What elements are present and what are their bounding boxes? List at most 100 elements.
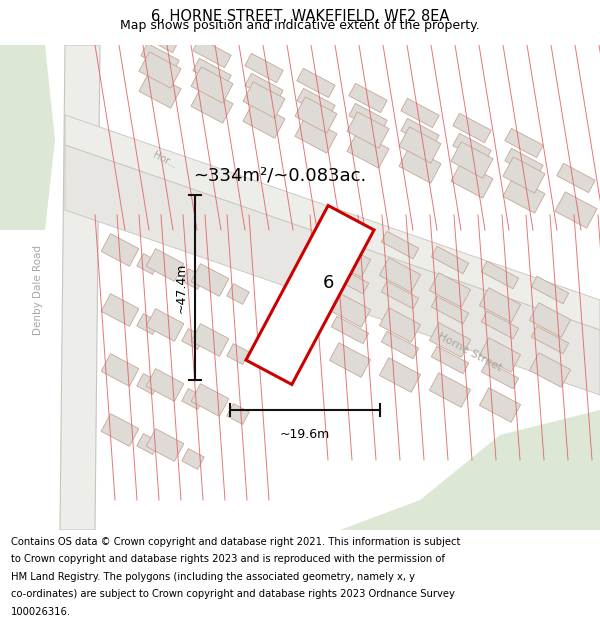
Polygon shape [381,281,419,309]
Polygon shape [139,52,181,88]
Polygon shape [430,322,470,357]
Polygon shape [479,338,521,372]
Polygon shape [430,372,470,408]
Polygon shape [60,45,100,530]
Polygon shape [401,98,439,128]
Polygon shape [182,389,204,409]
Polygon shape [101,354,139,386]
Polygon shape [243,82,285,118]
Polygon shape [245,53,283,82]
Polygon shape [349,103,387,132]
Polygon shape [193,58,231,88]
Polygon shape [505,128,543,158]
Polygon shape [379,308,421,342]
Text: Contains OS data © Crown copyright and database right 2021. This information is : Contains OS data © Crown copyright and d… [11,537,460,547]
Text: 6, HORNE STREET, WAKEFIELD, WF2 8EA: 6, HORNE STREET, WAKEFIELD, WF2 8EA [151,9,449,24]
Polygon shape [529,352,571,388]
Text: ~334m²/~0.083ac.: ~334m²/~0.083ac. [193,166,367,184]
Text: ~47.4m: ~47.4m [175,262,187,312]
Text: Hor...: Hor... [151,149,179,171]
Polygon shape [137,374,159,394]
Polygon shape [191,87,233,123]
Polygon shape [329,292,371,328]
Polygon shape [227,404,249,424]
Polygon shape [141,23,179,52]
Polygon shape [451,162,493,198]
Polygon shape [431,346,469,374]
Text: to Crown copyright and database rights 2023 and is reproduced with the permissio: to Crown copyright and database rights 2… [11,554,445,564]
Polygon shape [0,45,55,230]
Polygon shape [379,357,421,392]
Polygon shape [146,429,184,461]
Polygon shape [191,264,229,296]
Polygon shape [141,43,179,72]
Polygon shape [531,276,569,304]
Polygon shape [329,242,371,278]
Polygon shape [431,246,469,274]
Polygon shape [529,302,571,338]
Polygon shape [139,72,181,108]
Polygon shape [481,361,519,389]
Polygon shape [381,231,419,259]
Polygon shape [191,324,229,356]
Text: Denby Dale Road: Denby Dale Road [33,245,43,335]
Text: Map shows position and indicative extent of the property.: Map shows position and indicative extent… [120,19,480,32]
Polygon shape [227,344,249,364]
Text: 6: 6 [322,274,334,292]
Polygon shape [479,288,521,322]
Polygon shape [349,83,387,112]
Polygon shape [531,326,569,354]
Text: ~19.6m: ~19.6m [280,428,330,441]
Polygon shape [453,113,491,142]
Polygon shape [137,254,159,274]
Polygon shape [431,296,469,324]
Polygon shape [401,118,439,148]
Polygon shape [481,311,519,339]
Polygon shape [347,112,389,148]
Polygon shape [245,73,283,102]
Polygon shape [430,272,470,308]
Polygon shape [503,157,545,193]
Polygon shape [331,216,369,244]
Polygon shape [399,147,441,183]
Polygon shape [340,410,600,530]
Polygon shape [137,434,159,454]
Polygon shape [381,331,419,359]
Polygon shape [191,67,233,103]
Polygon shape [331,266,369,294]
Polygon shape [101,414,139,446]
Polygon shape [182,329,204,349]
Polygon shape [246,206,374,384]
Polygon shape [329,342,371,377]
Polygon shape [453,133,491,162]
Polygon shape [101,294,139,326]
Text: HM Land Registry. The polygons (including the associated geometry, namely x, y: HM Land Registry. The polygons (includin… [11,572,415,582]
Polygon shape [193,38,231,68]
Polygon shape [137,314,159,334]
Polygon shape [146,249,184,281]
Polygon shape [297,88,335,118]
Polygon shape [227,284,249,304]
Polygon shape [182,449,204,469]
Polygon shape [146,369,184,401]
Polygon shape [331,316,369,344]
Polygon shape [65,145,600,395]
Polygon shape [191,384,229,416]
Polygon shape [295,97,337,133]
Polygon shape [146,309,184,341]
Polygon shape [379,258,421,292]
Text: Horne Street: Horne Street [436,331,503,373]
Polygon shape [481,261,519,289]
Polygon shape [243,102,285,138]
Text: co-ordinates) are subject to Crown copyright and database rights 2023 Ordnance S: co-ordinates) are subject to Crown copyr… [11,589,455,599]
Polygon shape [451,142,493,178]
Text: 100026316.: 100026316. [11,607,71,617]
Polygon shape [555,192,597,228]
Polygon shape [295,117,337,153]
Polygon shape [399,127,441,163]
Polygon shape [182,269,204,289]
Polygon shape [557,163,595,192]
Polygon shape [505,148,543,178]
Polygon shape [65,115,600,330]
Polygon shape [347,132,389,168]
